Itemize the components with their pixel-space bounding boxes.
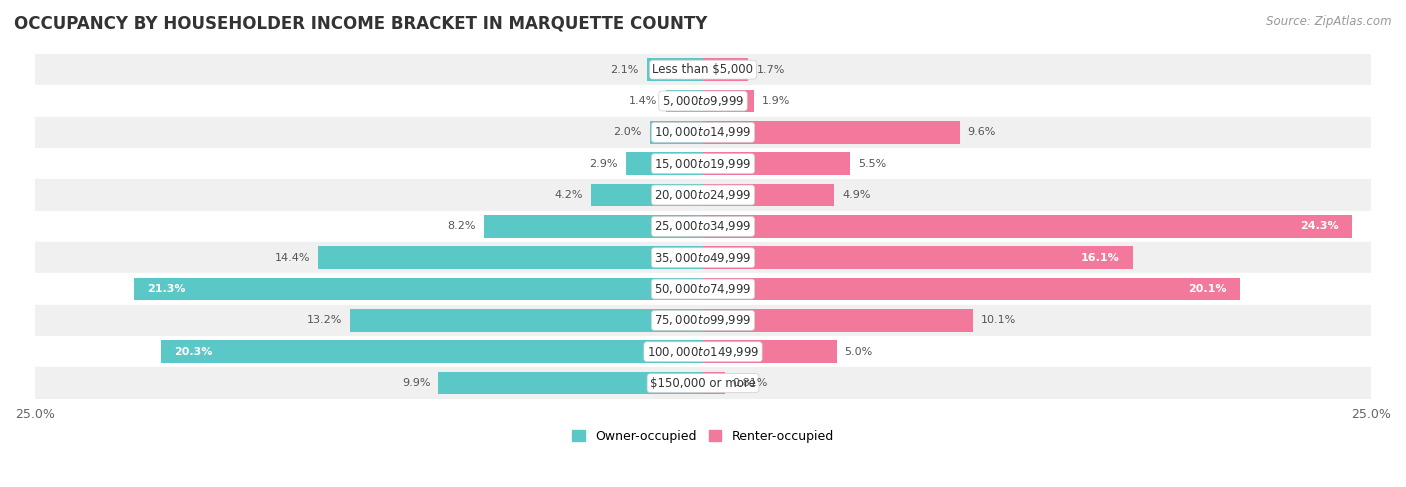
- Text: 1.7%: 1.7%: [756, 65, 785, 75]
- Text: OCCUPANCY BY HOUSEHOLDER INCOME BRACKET IN MARQUETTE COUNTY: OCCUPANCY BY HOUSEHOLDER INCOME BRACKET …: [14, 15, 707, 33]
- Text: 4.2%: 4.2%: [554, 190, 582, 200]
- Bar: [35, 117, 1371, 148]
- Bar: [703, 340, 837, 363]
- Bar: [35, 179, 1371, 211]
- Text: $50,000 to $74,999: $50,000 to $74,999: [654, 282, 752, 296]
- Bar: [35, 305, 1371, 336]
- Text: $10,000 to $14,999: $10,000 to $14,999: [654, 125, 752, 139]
- Bar: [665, 90, 703, 112]
- Text: 10.1%: 10.1%: [981, 316, 1017, 325]
- Text: $25,000 to $34,999: $25,000 to $34,999: [654, 219, 752, 233]
- Text: 0.81%: 0.81%: [733, 378, 768, 388]
- Bar: [35, 367, 1371, 399]
- Bar: [35, 54, 1371, 85]
- Bar: [647, 58, 703, 81]
- Bar: [703, 90, 754, 112]
- Bar: [703, 184, 834, 206]
- Bar: [703, 372, 724, 394]
- Bar: [35, 273, 1371, 305]
- Text: 9.9%: 9.9%: [402, 378, 430, 388]
- Bar: [650, 121, 703, 144]
- Bar: [626, 152, 703, 175]
- Text: $75,000 to $99,999: $75,000 to $99,999: [654, 314, 752, 327]
- Bar: [703, 215, 1353, 238]
- Text: 21.3%: 21.3%: [148, 284, 186, 294]
- Text: 8.2%: 8.2%: [447, 222, 475, 231]
- Bar: [703, 246, 1133, 269]
- Text: 13.2%: 13.2%: [307, 316, 342, 325]
- Legend: Owner-occupied, Renter-occupied: Owner-occupied, Renter-occupied: [568, 425, 838, 448]
- Text: 4.9%: 4.9%: [842, 190, 870, 200]
- Text: $15,000 to $19,999: $15,000 to $19,999: [654, 157, 752, 170]
- Text: $5,000 to $9,999: $5,000 to $9,999: [662, 94, 744, 108]
- Text: $150,000 or more: $150,000 or more: [650, 376, 756, 390]
- Bar: [591, 184, 703, 206]
- Text: $20,000 to $24,999: $20,000 to $24,999: [654, 188, 752, 202]
- Bar: [35, 242, 1371, 273]
- Text: Less than $5,000: Less than $5,000: [652, 63, 754, 76]
- Text: 14.4%: 14.4%: [274, 253, 311, 262]
- Text: 2.1%: 2.1%: [610, 65, 638, 75]
- Bar: [703, 152, 851, 175]
- Bar: [134, 278, 703, 300]
- Bar: [484, 215, 703, 238]
- Bar: [35, 336, 1371, 367]
- Bar: [35, 85, 1371, 117]
- Text: $100,000 to $149,999: $100,000 to $149,999: [647, 345, 759, 359]
- Bar: [318, 246, 703, 269]
- Text: Source: ZipAtlas.com: Source: ZipAtlas.com: [1267, 15, 1392, 28]
- Text: 1.4%: 1.4%: [630, 96, 658, 106]
- Bar: [350, 309, 703, 332]
- Bar: [35, 211, 1371, 242]
- Text: 24.3%: 24.3%: [1301, 222, 1339, 231]
- Text: $35,000 to $49,999: $35,000 to $49,999: [654, 251, 752, 265]
- Text: 2.0%: 2.0%: [613, 127, 641, 137]
- Text: 20.3%: 20.3%: [174, 347, 212, 357]
- Text: 1.9%: 1.9%: [762, 96, 790, 106]
- Text: 2.9%: 2.9%: [589, 159, 617, 169]
- Bar: [703, 278, 1240, 300]
- Text: 9.6%: 9.6%: [967, 127, 995, 137]
- Text: 20.1%: 20.1%: [1188, 284, 1227, 294]
- Text: 16.1%: 16.1%: [1081, 253, 1119, 262]
- Text: 5.0%: 5.0%: [845, 347, 873, 357]
- Text: 5.5%: 5.5%: [858, 159, 886, 169]
- Bar: [703, 121, 959, 144]
- Bar: [160, 340, 703, 363]
- Bar: [703, 309, 973, 332]
- Bar: [35, 148, 1371, 179]
- Bar: [439, 372, 703, 394]
- Bar: [703, 58, 748, 81]
